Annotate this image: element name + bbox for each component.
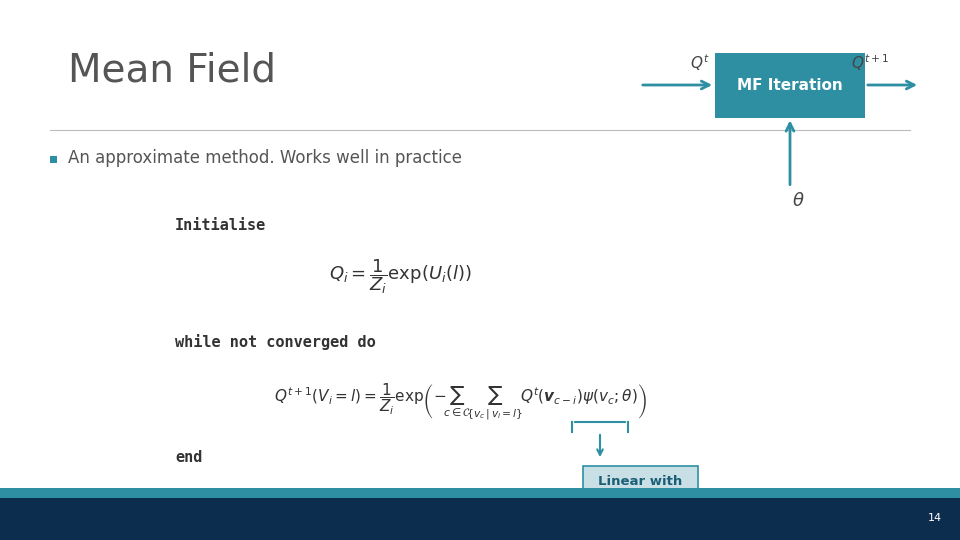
Text: while not converged do: while not converged do [175,334,375,350]
Text: Linear with
respect to $Q$: Linear with respect to $Q$ [593,475,686,509]
Text: $Q^{t+1}$: $Q^{t+1}$ [851,52,889,73]
Bar [50,156,57,163]
Text: An approximate method. Works well in practice: An approximate method. Works well in pra… [68,149,462,167]
Bar [0,488,960,498]
Bar [715,52,865,118]
Text: Mean Field: Mean Field [68,52,276,90]
Text: end: end [175,449,203,464]
Bar [583,466,698,518]
Text: $\theta$: $\theta$ [792,192,804,211]
Text: Initialise: Initialise [175,218,266,233]
Text: 14: 14 [928,513,942,523]
Text: $Q_i = \dfrac{1}{Z_i}\exp(U_i(l))$: $Q_i = \dfrac{1}{Z_i}\exp(U_i(l))$ [328,258,471,296]
Text: $Q^t$: $Q^t$ [690,52,709,73]
Text: $Q^{t+1}(V_i = l) = \dfrac{1}{Z_i}\exp\!\left(-\!\sum_{c \in \mathcal{C}}\!\sum_: $Q^{t+1}(V_i = l) = \dfrac{1}{Z_i}\exp\!… [274,382,646,422]
Text: MF Iteration: MF Iteration [737,78,843,92]
Bar [0,488,960,540]
